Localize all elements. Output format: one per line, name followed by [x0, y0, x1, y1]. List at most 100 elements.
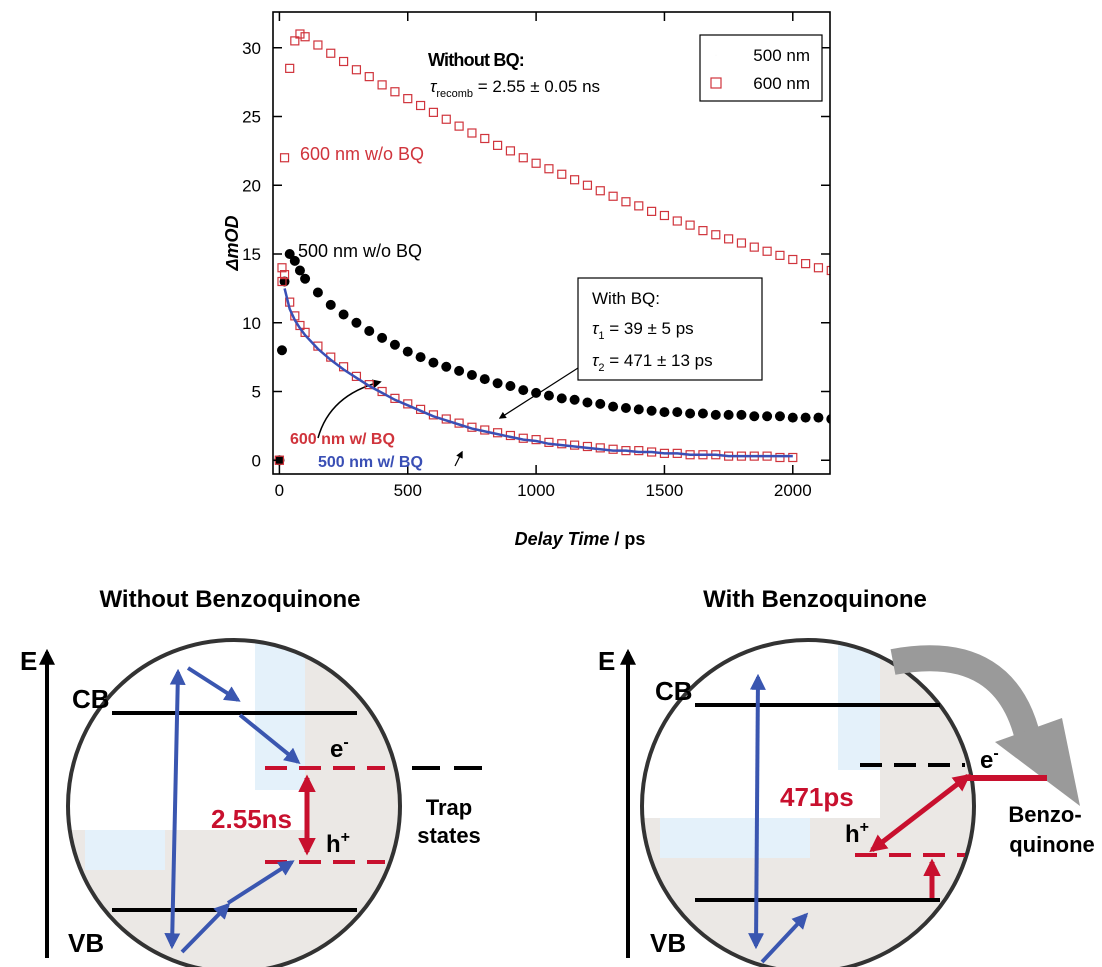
point — [300, 273, 311, 284]
fit-line — [283, 288, 793, 458]
x-axis-label: Delay Time / ps — [515, 529, 646, 549]
electron-sup: - — [993, 745, 998, 762]
x-tick-label: 1000 — [517, 481, 555, 500]
shade — [85, 830, 165, 870]
x-tick-label: 1500 — [646, 481, 684, 500]
x-tick-label: 2000 — [774, 481, 812, 500]
point — [826, 265, 830, 276]
y-tick-label: 0 — [252, 451, 261, 470]
point — [620, 403, 631, 413]
y-tick-label: 25 — [242, 108, 261, 127]
diagram: Without Benzoquinone E CB VB 2.55ns e- h… — [20, 586, 483, 967]
vb-label: VB — [68, 928, 104, 958]
point — [377, 332, 388, 343]
point — [710, 409, 721, 420]
electron: e- — [330, 734, 349, 763]
point — [338, 56, 349, 67]
text: = 471 ± 13 ps — [604, 351, 712, 370]
point — [326, 48, 336, 58]
particle — [66, 638, 402, 967]
pointer — [454, 450, 463, 467]
hole-sup: + — [341, 829, 350, 846]
point — [415, 100, 426, 111]
point — [377, 80, 387, 90]
point — [492, 140, 503, 150]
point — [608, 401, 619, 412]
hole: h+ — [326, 829, 350, 858]
point — [762, 246, 772, 256]
point — [775, 250, 785, 260]
symbol: τ — [430, 77, 438, 96]
point — [312, 287, 323, 298]
annotation: τrecomb = 2.55 ± 0.05 ns — [430, 77, 600, 100]
point — [801, 259, 811, 269]
x-tick-label: 500 — [394, 481, 422, 500]
point — [531, 158, 541, 168]
point — [608, 191, 618, 201]
point — [518, 153, 528, 163]
point — [351, 65, 362, 75]
relax-arrow — [760, 912, 809, 964]
series-label: 500 nm w/ BQ — [318, 454, 423, 471]
y-tick-label: 15 — [242, 245, 261, 264]
side-label: states — [417, 823, 481, 848]
point — [582, 180, 593, 190]
relax-arrow — [180, 902, 231, 954]
cb-label: CB — [72, 684, 110, 714]
symbol: τ — [592, 351, 600, 370]
hole-sup: + — [860, 819, 869, 836]
point — [672, 407, 683, 418]
excitation-arrow — [164, 668, 186, 950]
y-tick-label: 10 — [242, 314, 261, 333]
lifetime: 2.55ns — [211, 804, 292, 834]
point — [300, 32, 310, 42]
annotation-title: With BQ: — [592, 289, 660, 308]
point — [277, 276, 287, 287]
electron-sup: - — [343, 734, 348, 751]
y-tick-label: 30 — [242, 39, 261, 58]
point — [685, 408, 696, 419]
point — [813, 412, 824, 423]
energy-label: E — [20, 646, 37, 676]
point — [685, 220, 695, 230]
point — [454, 121, 464, 131]
point — [787, 412, 798, 423]
diagram: With Benzoquinone E CB VB 471ps e- h+ Be… — [598, 586, 1095, 967]
point — [364, 326, 375, 336]
point — [749, 411, 760, 422]
point — [659, 210, 670, 221]
point — [389, 339, 400, 350]
point — [813, 263, 824, 273]
series-label: 600 nm w/o BQ — [300, 144, 424, 164]
point — [402, 346, 413, 357]
point — [621, 197, 631, 207]
shade — [660, 818, 810, 858]
transfer-arrow-head — [995, 718, 1080, 806]
point — [634, 201, 644, 211]
point — [480, 133, 490, 144]
annotation-title: Without BQ: — [428, 50, 524, 70]
point — [289, 255, 300, 266]
point — [390, 87, 400, 97]
legend-label: 500 nm — [753, 46, 810, 65]
point — [290, 36, 300, 46]
hole-base: h — [845, 821, 860, 848]
point — [325, 299, 336, 310]
plot-frame — [272, 11, 831, 475]
text: = 2.55 ± 0.05 ns — [473, 77, 600, 96]
transfer-arrow — [890, 645, 1043, 751]
point — [441, 114, 451, 124]
point — [518, 385, 529, 396]
point — [466, 370, 477, 380]
point — [736, 238, 747, 248]
point — [569, 394, 580, 405]
point — [788, 452, 798, 463]
point — [279, 153, 290, 163]
series-label: 600 nm w/ BQ — [290, 431, 395, 448]
annotation-box — [577, 277, 763, 381]
point — [697, 408, 708, 419]
point — [736, 409, 747, 420]
lifetime: 471ps — [780, 782, 854, 812]
point — [338, 309, 349, 320]
text: = 39 ± 5 ps — [604, 319, 693, 338]
